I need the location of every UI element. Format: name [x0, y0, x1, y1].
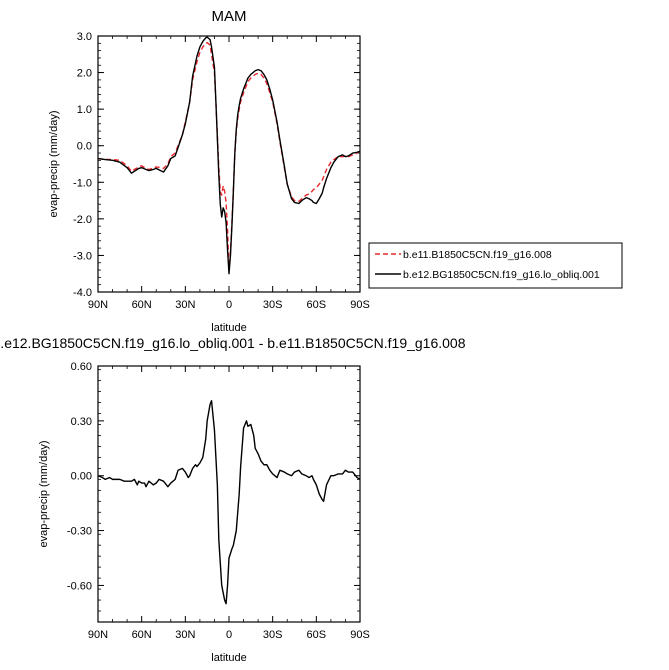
bottom-series-group: [97, 400, 361, 605]
legend-label-series-1: b.e11.B1850C5CN.f19_g16.008: [403, 249, 552, 261]
bottom-y-tick-label: -0.30: [67, 526, 92, 538]
top-y-axis-label: evap-precip (mm/day): [48, 111, 60, 218]
legend: b.e11.B1850C5CN.f19_g16.008 b.e12.BG1850…: [368, 242, 623, 289]
top-y-tick-label: 2.0: [77, 68, 92, 80]
top-y-tick-label: -1.0: [73, 177, 92, 189]
bottom-y-tick-label: 0.00: [71, 471, 92, 483]
bottom-chart-title: b.e12.BG1850C5CN.f19_g16.lo_obliq.001 - …: [0, 335, 466, 351]
top-y-tick-label: 1.0: [77, 104, 92, 116]
top-x-tick-label: 30N: [175, 299, 195, 311]
top-series-group: [97, 36, 361, 275]
top-x-tick-label: 90S: [350, 299, 370, 311]
top-x-tick-label: 30S: [263, 299, 283, 311]
bottom-x-axis: 90N 60N 30N 0 30S 60S 90S: [88, 366, 370, 641]
top-x-tick-label: 60S: [307, 299, 327, 311]
bottom-x-tick-label: 90N: [88, 629, 108, 641]
top-y-axis: 3.0 2.0 1.0 0.0 -1.0 -2.0 -3.0 -4.0: [73, 31, 360, 299]
bottom-y-tick-label: 0.60: [71, 361, 92, 373]
top-y-tick-label: 3.0: [77, 31, 92, 43]
top-series-line-1: [97, 41, 361, 271]
bottom-x-tick-label: 30S: [263, 629, 283, 641]
top-series-line-2: [97, 36, 361, 275]
bottom-y-axis: 0.60 0.30 0.00 -0.30 -0.60: [67, 361, 360, 623]
bottom-x-tick-label: 90S: [350, 629, 370, 641]
bottom-x-axis-label: latitude: [211, 652, 246, 664]
bottom-x-tick-label: 30N: [175, 629, 195, 641]
top-x-axis: 90N 60N 30N 0 30S 60S 90S: [88, 36, 370, 311]
top-x-tick-label: 0: [226, 299, 232, 311]
bottom-panel: b.e12.BG1850C5CN.f19_g16.lo_obliq.001 - …: [0, 335, 466, 664]
legend-label-series-2: b.e12.BG1850C5CN.f19_g16.lo_obliq.001: [403, 269, 600, 281]
top-x-tick-label: 90N: [88, 299, 108, 311]
top-x-axis-label: latitude: [211, 322, 246, 334]
top-y-tick-label: -4.0: [73, 287, 92, 299]
bottom-x-tick-label: 60S: [307, 629, 327, 641]
bottom-x-tick-label: 0: [226, 629, 232, 641]
bottom-series-line-1: [97, 400, 361, 605]
top-y-tick-label: -2.0: [73, 214, 92, 226]
bottom-x-tick-label: 60N: [132, 629, 152, 641]
top-chart-title: MAM: [212, 8, 247, 25]
top-y-tick-label: 0.0: [77, 141, 92, 153]
bottom-y-axis-label: evap-precip (mm/day): [38, 441, 50, 548]
bottom-y-tick-label: 0.30: [71, 416, 92, 428]
bottom-plot-frame: [97, 365, 361, 623]
top-y-tick-label: -3.0: [73, 250, 92, 262]
legend-box: [368, 242, 623, 289]
top-x-tick-label: 60N: [132, 299, 152, 311]
top-panel: MAM 3.02.01.00.0-1.0-2.0-3.0-4.0 90N 60N 3…: [48, 8, 623, 334]
bottom-y-tick-label: -0.60: [67, 580, 92, 592]
